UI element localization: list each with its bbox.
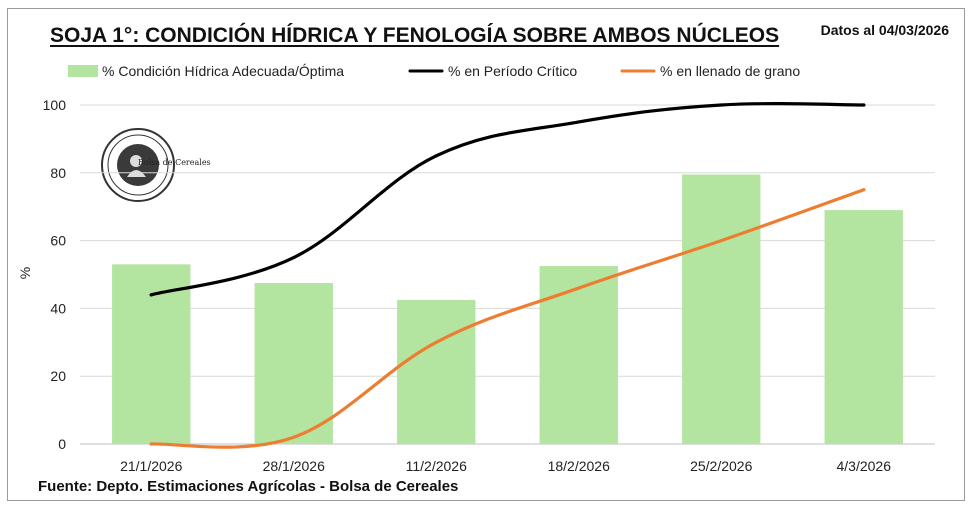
line-point — [434, 154, 438, 158]
legend-swatch — [68, 65, 98, 77]
y-tick-label: 40 — [50, 300, 66, 316]
bolsa-de-cereales-logo: Bolsa de Cereales — [101, 128, 211, 202]
bar — [112, 264, 191, 444]
line-point — [577, 120, 581, 124]
bar — [539, 266, 618, 444]
line-point — [719, 239, 723, 243]
source-note: Fuente: Depto. Estimaciones Agrícolas - … — [38, 478, 459, 495]
y-tick-label: 60 — [50, 233, 66, 249]
x-tick-label: 21/1/2026 — [120, 458, 182, 474]
line-point — [149, 442, 153, 446]
x-tick-label: 11/2/2026 — [406, 458, 467, 474]
line-point — [292, 255, 296, 260]
data-date-label: Datos al 04/03/2026 — [820, 22, 949, 38]
legend-label: % en Período Crítico — [448, 63, 577, 79]
y-axis-label: % — [17, 267, 33, 279]
gridlines — [80, 104, 935, 445]
bar — [682, 174, 761, 444]
line-point — [577, 286, 581, 290]
y-tick-label: 80 — [50, 165, 66, 181]
y-tick-label: 20 — [50, 368, 66, 384]
x-tick-label: 4/3/2026 — [837, 458, 892, 474]
legend-label: % en llenado de grano — [660, 63, 800, 79]
line-point — [862, 188, 866, 192]
y-tick-label: 0 — [58, 436, 66, 452]
bar — [397, 299, 476, 444]
x-tick-label: 18/2/2026 — [548, 458, 610, 474]
legend-label: % Condición Hídrica Adecuada/Óptima — [102, 63, 344, 79]
legend: % Condición Hídrica Adecuada/Óptima % en … — [68, 63, 800, 79]
bar-series — [112, 174, 903, 444]
line-point — [719, 103, 723, 107]
line-point — [292, 435, 296, 439]
series-line — [149, 188, 866, 449]
bar — [824, 210, 903, 444]
chart-title: SOJA 1°: CONDICIÓN HÍDRICA Y FENOLOGÍA S… — [50, 24, 780, 47]
logo-text: Bolsa de Cereales — [138, 158, 211, 167]
line-point — [434, 340, 438, 344]
x-tick-label: 28/1/2026 — [263, 458, 325, 474]
x-tick-label: 25/2/2026 — [690, 458, 752, 474]
y-axis-ticks: 0 20 40 60 80 100 — [43, 97, 67, 452]
bar — [254, 282, 333, 444]
line-point — [862, 103, 866, 107]
series-line — [149, 102, 866, 297]
x-axis-ticks: 21/1/2026 28/1/2026 11/2/2026 18/2/2026 25/2… — [120, 458, 891, 474]
line-series — [149, 102, 866, 449]
y-tick-label: 100 — [43, 97, 67, 113]
line-point — [149, 293, 153, 297]
